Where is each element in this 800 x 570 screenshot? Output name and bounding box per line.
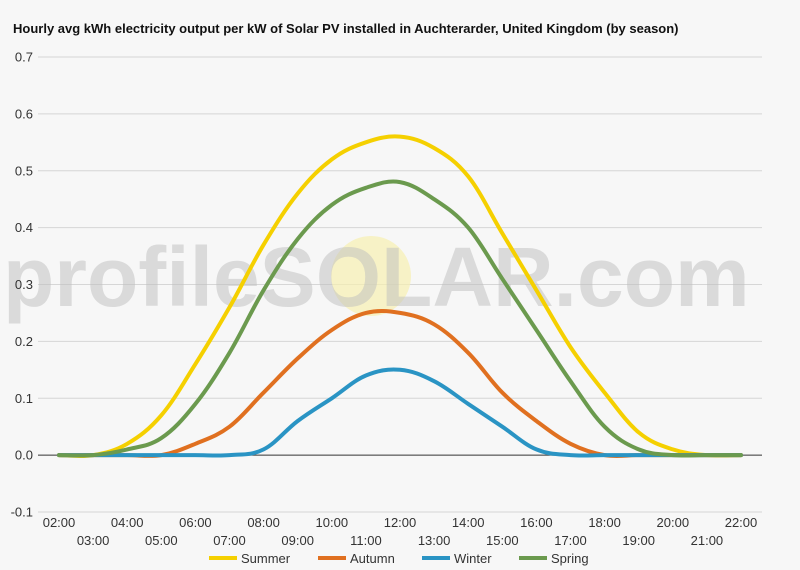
legend-item-winter[interactable]: Winter bbox=[422, 551, 492, 566]
x-tick-label: 19:00 bbox=[622, 533, 655, 548]
y-tick-label: -0.1 bbox=[11, 505, 33, 520]
x-tick-label: 05:00 bbox=[145, 533, 178, 548]
x-tick-label: 22:00 bbox=[725, 515, 758, 530]
x-tick-label: 06:00 bbox=[179, 515, 212, 530]
y-tick-label: 0.3 bbox=[15, 277, 33, 292]
chart-title: Hourly avg kWh electricity output per kW… bbox=[13, 21, 679, 36]
legend-label: Autumn bbox=[350, 551, 395, 566]
series-line-summer bbox=[57, 134, 743, 459]
legend-label: Spring bbox=[551, 551, 589, 566]
x-tick-label: 02:00 bbox=[43, 515, 76, 530]
watermark: profileSOLAR.com bbox=[3, 230, 750, 324]
x-tick-label: 15:00 bbox=[486, 533, 519, 548]
watermark-text: profileSOLAR.com bbox=[3, 230, 750, 324]
x-tick-label: 11:00 bbox=[350, 533, 382, 548]
legend-label: Summer bbox=[241, 551, 291, 566]
x-tick-label: 14:00 bbox=[452, 515, 485, 530]
legend: Summer Autumn Winter Spring bbox=[209, 551, 589, 566]
y-tick-label: 0.0 bbox=[15, 448, 33, 463]
series-line-winter bbox=[57, 367, 743, 458]
legend-swatch bbox=[209, 556, 237, 560]
x-axis-ticks: 02:0003:0004:0005:0006:0007:0008:0009:00… bbox=[43, 515, 758, 548]
y-tick-label: 0.2 bbox=[15, 334, 33, 349]
x-tick-label: 18:00 bbox=[588, 515, 621, 530]
y-tick-label: 0.5 bbox=[15, 163, 33, 178]
x-tick-label: 03:00 bbox=[77, 533, 110, 548]
y-tick-label: 0.4 bbox=[15, 220, 33, 235]
y-tick-label: 0.6 bbox=[15, 106, 33, 121]
series-line-spring bbox=[57, 179, 743, 458]
x-tick-label: 16:00 bbox=[520, 515, 553, 530]
x-tick-label: 08:00 bbox=[247, 515, 280, 530]
y-axis-ticks: -0.1 0.0 0.1 0.2 0.3 0.4 0.5 0.6 0.7 bbox=[11, 50, 33, 520]
y-tick-label: 0.7 bbox=[15, 50, 33, 65]
series-lines bbox=[57, 134, 743, 459]
x-tick-label: 13:00 bbox=[418, 533, 451, 548]
legend-swatch bbox=[519, 556, 547, 560]
x-tick-label: 21:00 bbox=[691, 533, 724, 548]
watermark-sun-icon bbox=[331, 236, 411, 316]
x-tick-label: 12:00 bbox=[384, 515, 417, 530]
x-tick-label: 09:00 bbox=[281, 533, 314, 548]
legend-item-summer[interactable]: Summer bbox=[209, 551, 291, 566]
y-tick-label: 0.1 bbox=[15, 391, 33, 406]
x-tick-label: 20:00 bbox=[657, 515, 690, 530]
legend-label: Winter bbox=[454, 551, 492, 566]
x-tick-label: 17:00 bbox=[554, 533, 587, 548]
x-tick-label: 04:00 bbox=[111, 515, 144, 530]
legend-swatch bbox=[318, 556, 346, 560]
legend-swatch bbox=[422, 556, 450, 560]
x-tick-label: 07:00 bbox=[213, 533, 246, 548]
x-tick-label: 10:00 bbox=[316, 515, 349, 530]
legend-item-spring[interactable]: Spring bbox=[519, 551, 589, 566]
legend-item-autumn[interactable]: Autumn bbox=[318, 551, 395, 566]
